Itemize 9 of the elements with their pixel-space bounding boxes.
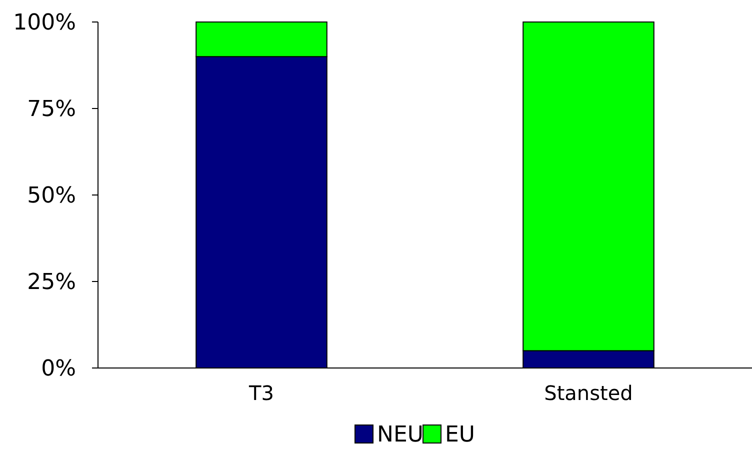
y-tick-label: 25% xyxy=(27,270,76,296)
y-tick-label: 0% xyxy=(41,356,76,382)
legend-label: EU xyxy=(445,422,476,448)
x-tick-label: T3 xyxy=(248,381,274,405)
y-tick-label: 75% xyxy=(27,97,76,122)
y-tick-label: 100% xyxy=(13,10,76,36)
legend-label: NEU xyxy=(377,422,424,448)
x-tick-label: Stansted xyxy=(544,381,633,405)
y-tick-label: 50% xyxy=(27,184,76,209)
